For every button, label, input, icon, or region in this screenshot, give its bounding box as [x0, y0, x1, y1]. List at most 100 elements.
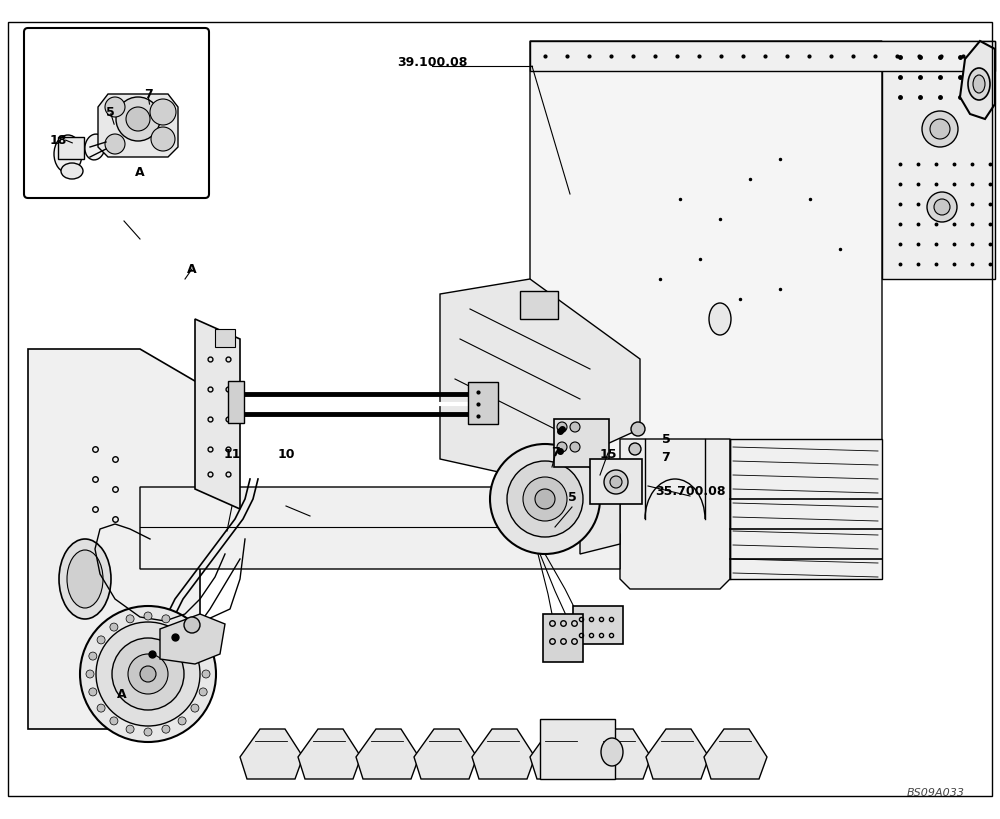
Polygon shape: [960, 42, 995, 120]
Circle shape: [202, 670, 210, 678]
Circle shape: [535, 490, 555, 509]
Text: 10: 10: [277, 448, 295, 461]
Circle shape: [162, 726, 170, 733]
Circle shape: [927, 192, 957, 223]
Circle shape: [126, 108, 150, 132]
Circle shape: [930, 120, 950, 140]
Circle shape: [191, 636, 199, 644]
Text: 7: 7: [144, 88, 152, 102]
Polygon shape: [530, 42, 995, 72]
Text: 5: 5: [662, 433, 670, 446]
Bar: [520, 292, 558, 319]
Circle shape: [110, 623, 118, 631]
Bar: [468, 382, 498, 424]
Circle shape: [191, 704, 199, 713]
Circle shape: [631, 423, 645, 437]
Polygon shape: [646, 729, 709, 779]
Ellipse shape: [601, 738, 623, 766]
Circle shape: [507, 461, 583, 537]
Circle shape: [80, 606, 216, 742]
Circle shape: [86, 670, 94, 678]
Polygon shape: [704, 729, 767, 779]
Circle shape: [105, 135, 125, 155]
Polygon shape: [730, 440, 882, 579]
Bar: [590, 459, 642, 505]
Polygon shape: [530, 729, 593, 779]
Circle shape: [112, 638, 184, 710]
Circle shape: [557, 423, 567, 432]
Ellipse shape: [85, 135, 105, 161]
Circle shape: [162, 615, 170, 623]
Circle shape: [199, 688, 207, 696]
Ellipse shape: [973, 76, 985, 94]
Text: 11: 11: [223, 448, 241, 461]
Ellipse shape: [61, 164, 83, 180]
Text: 18: 18: [49, 133, 67, 147]
Text: 15: 15: [599, 448, 617, 461]
Bar: [215, 329, 235, 347]
Circle shape: [105, 98, 125, 118]
Circle shape: [570, 442, 580, 452]
Circle shape: [116, 98, 160, 142]
Text: 7: 7: [552, 446, 560, 459]
Bar: [228, 382, 244, 423]
Ellipse shape: [709, 304, 731, 336]
Polygon shape: [195, 319, 240, 509]
Circle shape: [110, 717, 118, 725]
Polygon shape: [356, 729, 419, 779]
Polygon shape: [588, 729, 651, 779]
Polygon shape: [160, 614, 225, 664]
Circle shape: [178, 623, 186, 631]
Circle shape: [126, 726, 134, 733]
Text: 39.100.08: 39.100.08: [397, 56, 467, 69]
Polygon shape: [414, 729, 477, 779]
Circle shape: [96, 622, 200, 726]
Circle shape: [604, 470, 628, 495]
Circle shape: [89, 652, 97, 660]
Circle shape: [97, 704, 105, 713]
FancyBboxPatch shape: [24, 29, 209, 199]
Polygon shape: [530, 42, 882, 579]
Text: A: A: [117, 688, 127, 700]
Circle shape: [178, 717, 186, 725]
Polygon shape: [620, 440, 730, 590]
Circle shape: [199, 652, 207, 660]
Circle shape: [144, 613, 152, 620]
Bar: [554, 419, 609, 468]
Text: 5: 5: [568, 491, 576, 504]
Polygon shape: [98, 95, 178, 158]
Circle shape: [629, 443, 641, 455]
Text: 7: 7: [662, 451, 670, 464]
Circle shape: [128, 654, 168, 695]
Text: BS09A033: BS09A033: [907, 787, 965, 797]
Text: 5: 5: [106, 106, 114, 120]
Circle shape: [523, 477, 567, 522]
Circle shape: [922, 112, 958, 147]
Polygon shape: [28, 350, 200, 729]
Circle shape: [126, 615, 134, 623]
Circle shape: [140, 666, 156, 682]
Circle shape: [610, 477, 622, 488]
Circle shape: [89, 688, 97, 696]
Circle shape: [97, 636, 105, 644]
Polygon shape: [472, 729, 535, 779]
Ellipse shape: [67, 550, 103, 609]
Bar: [573, 606, 623, 645]
Circle shape: [934, 200, 950, 215]
Bar: [543, 614, 583, 663]
Circle shape: [490, 445, 600, 554]
Polygon shape: [298, 729, 361, 779]
Circle shape: [144, 728, 152, 736]
Polygon shape: [580, 490, 620, 554]
Ellipse shape: [968, 69, 990, 101]
Bar: [540, 719, 615, 779]
Text: 35.700.08: 35.700.08: [655, 485, 725, 498]
Ellipse shape: [59, 540, 111, 619]
Polygon shape: [240, 729, 303, 779]
Text: A: A: [187, 263, 197, 276]
Text: A: A: [135, 165, 145, 179]
Circle shape: [184, 618, 200, 633]
Ellipse shape: [54, 136, 82, 174]
Circle shape: [150, 100, 176, 126]
Circle shape: [570, 423, 580, 432]
